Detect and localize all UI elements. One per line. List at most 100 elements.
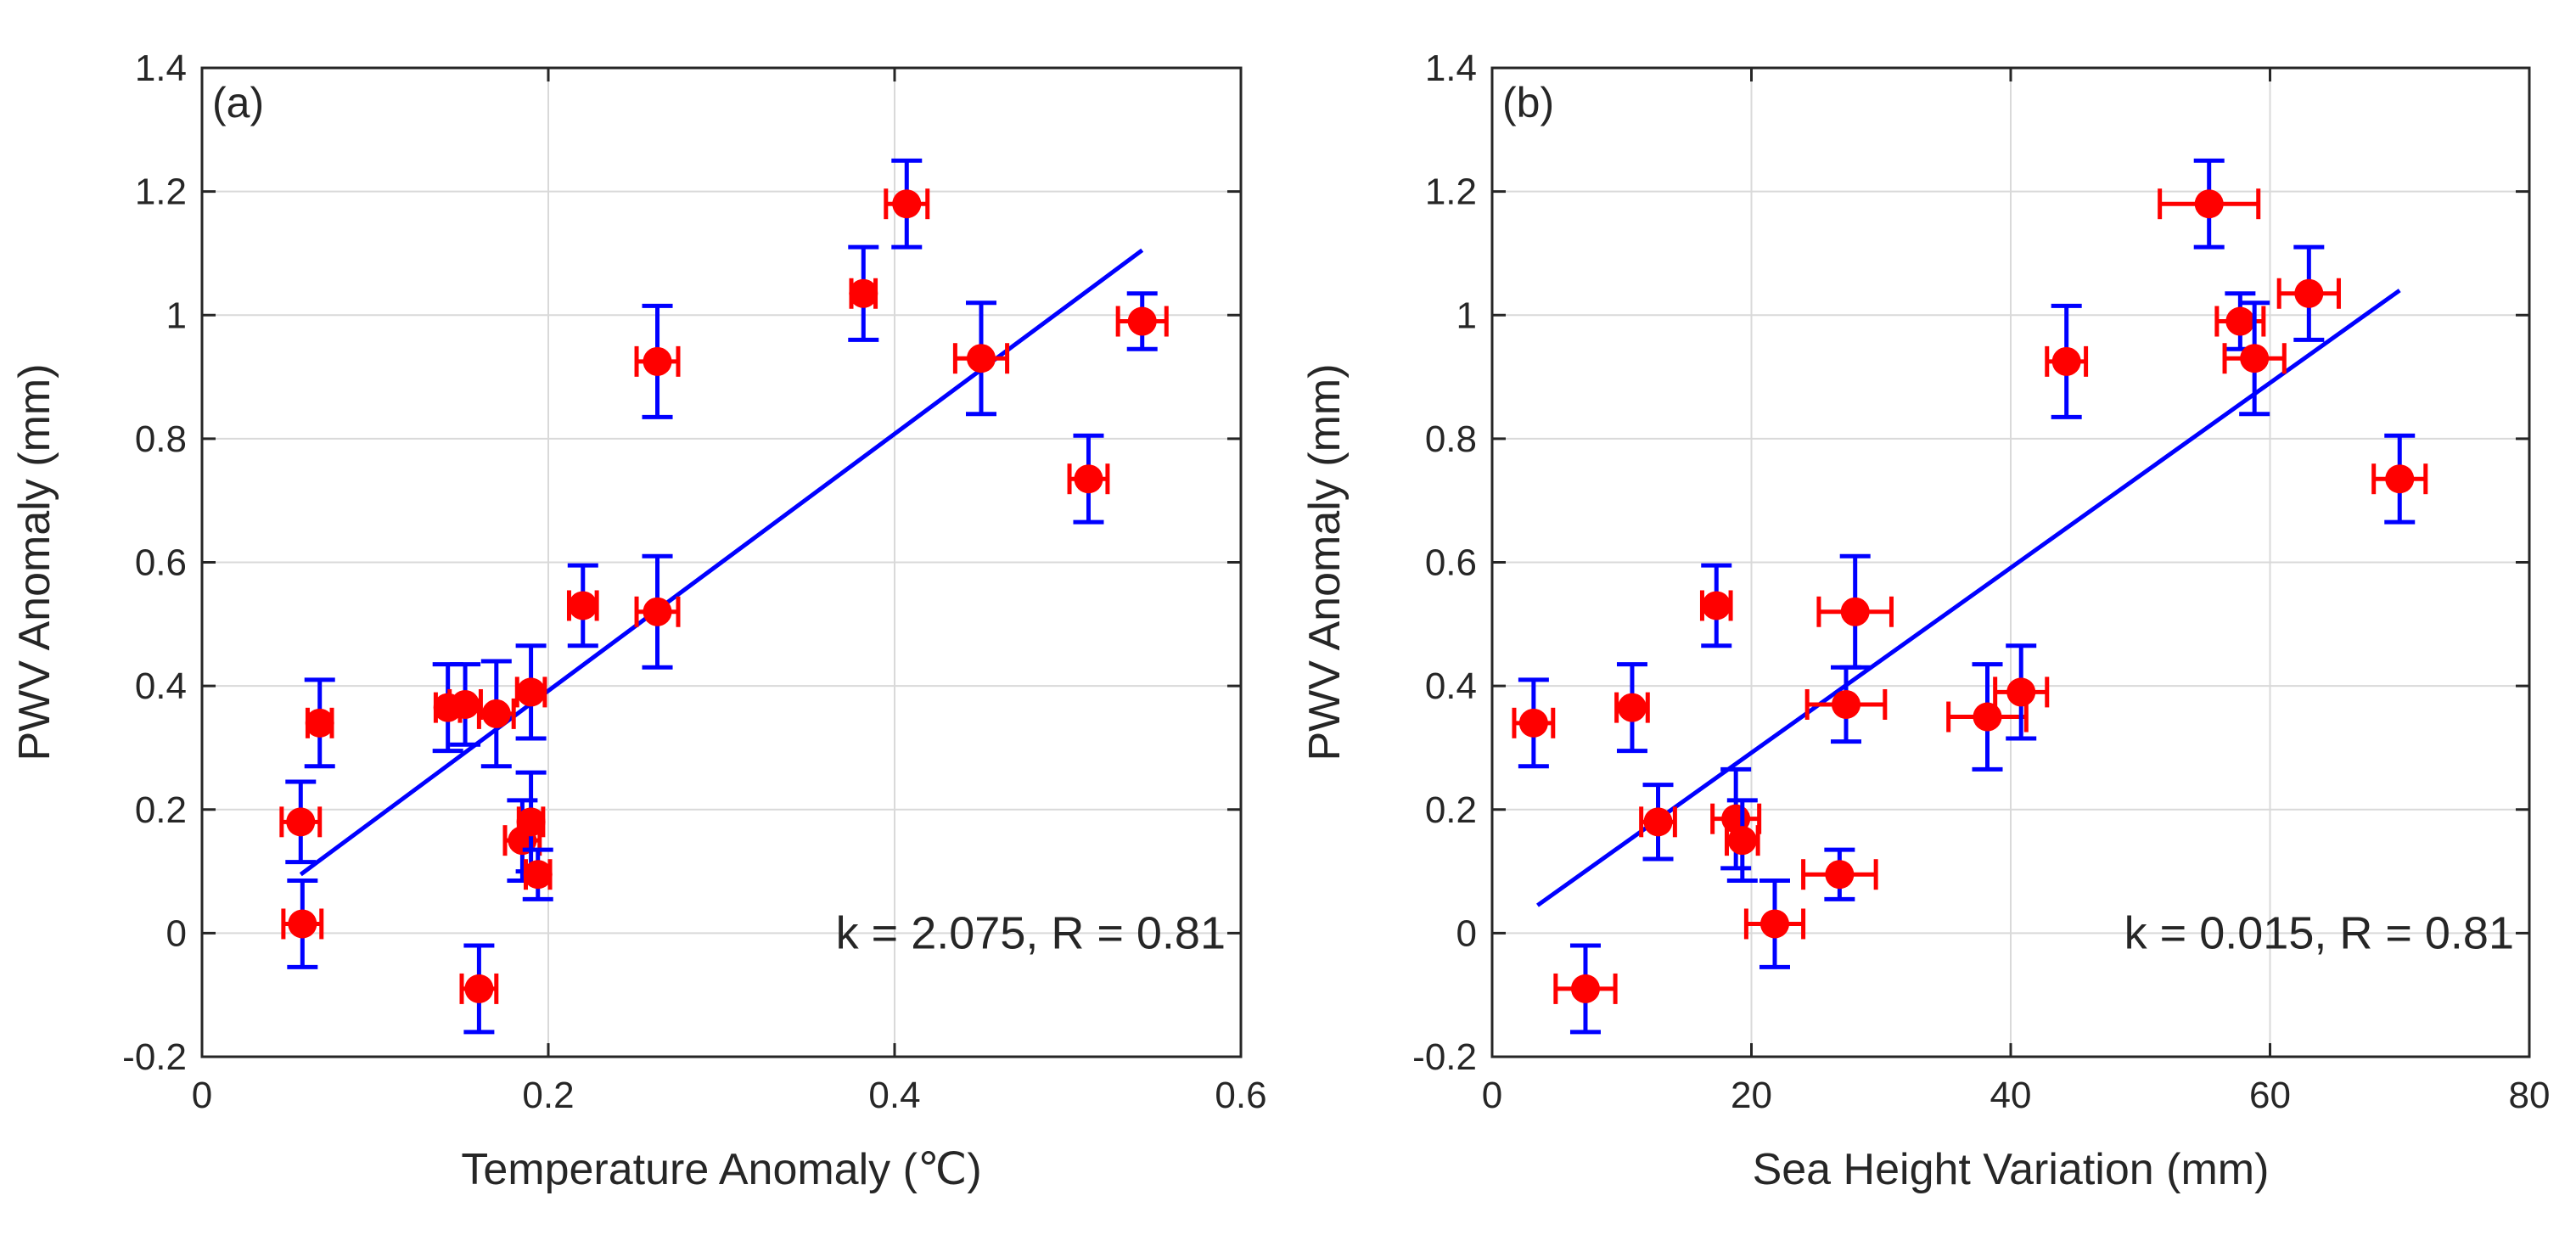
data-point [304, 677, 335, 769]
data-point [1115, 291, 1169, 351]
data-point [634, 553, 681, 670]
y-tick-label: 1 [166, 295, 187, 336]
data-point-marker [305, 708, 334, 738]
data-point [459, 943, 499, 1035]
data-point [884, 158, 930, 250]
data-point [1512, 677, 1556, 769]
panel-label: (b) [1502, 79, 1554, 126]
data-point [1724, 798, 1760, 883]
y-tick-label: 0.2 [135, 789, 187, 831]
regression-line [299, 248, 1144, 877]
data-point-marker [1617, 693, 1647, 722]
data-point-marker [568, 591, 598, 620]
x-tick-label: 40 [1990, 1075, 2032, 1116]
data-point-marker [2194, 189, 2224, 219]
data-point-marker [2294, 278, 2324, 308]
x-tick-label: 80 [2509, 1075, 2551, 1116]
x-axis-label: Sea Height Variation (mm) [1753, 1145, 2270, 1194]
panel-a-temperature: 0 0.2 0.4 0.6-0.200.20.40.60.811.21.4Temper… [10, 48, 1267, 1194]
data-point-marker [1074, 464, 1103, 494]
data-point-marker [892, 189, 922, 219]
data-point [1699, 563, 1733, 648]
data-point [476, 659, 516, 769]
stats-annotation: k = 2.075, R = 0.81 [836, 908, 1226, 959]
data-point [1804, 665, 1888, 744]
y-axis-label: PWV Anomaly (mm) [1300, 363, 1350, 761]
data-point [1067, 433, 1110, 525]
y-axis-label: PWV Anomaly (mm) [10, 363, 59, 761]
data-point-marker [2240, 344, 2270, 373]
data-point-marker [2006, 677, 2036, 707]
data-point-marker [288, 909, 317, 939]
y-tick-label: 0.6 [1425, 542, 1477, 584]
data-point-marker [1973, 702, 2002, 732]
y-tick-label: 0.4 [135, 665, 187, 707]
data-point [447, 662, 483, 747]
data-point-marker [516, 807, 546, 837]
data-point-marker [1518, 708, 1548, 738]
data-point-marker [286, 807, 316, 837]
data-point-marker [1643, 807, 1673, 837]
x-tick-label: 0.4 [868, 1075, 920, 1116]
y-tick-label: 0.8 [1425, 418, 1477, 460]
y-tick-label: 1.4 [1425, 48, 1477, 89]
data-point [2371, 433, 2428, 525]
x-axis-label: Temperature Anomaly (℃) [461, 1145, 981, 1194]
data-point [1801, 847, 1878, 901]
y-tick-label: 0.2 [1425, 789, 1477, 831]
data-point [1639, 783, 1677, 862]
data-point [1553, 943, 1618, 1035]
data-point [1743, 878, 1806, 969]
data-point [634, 303, 681, 419]
data-point-marker [1570, 974, 1600, 1003]
y-tick-label: 1.2 [135, 171, 187, 213]
data-point [2276, 244, 2341, 342]
data-point-marker [967, 344, 996, 373]
data-point [2222, 300, 2287, 417]
data-point-marker [523, 860, 553, 890]
y-tick-label: 0 [166, 912, 187, 954]
data-point-marker [451, 689, 480, 719]
x-tick-label: 60 [2249, 1075, 2291, 1116]
x-tick-label: 0 [1482, 1075, 1502, 1116]
x-tick-label: 0 [192, 1075, 212, 1116]
y-tick-label: 1.4 [135, 48, 187, 89]
data-point [1993, 643, 2050, 741]
data-point [2045, 303, 2089, 419]
data-point-marker [643, 597, 672, 626]
data-point [566, 563, 599, 648]
x-tick-label: 20 [1731, 1075, 1772, 1116]
data-point [281, 878, 324, 969]
data-point-marker [1840, 597, 1870, 626]
data-point-marker [1702, 591, 1731, 620]
x-tick-label: 0.2 [522, 1075, 574, 1116]
stats-annotation: k = 0.015, R = 0.81 [2124, 908, 2514, 959]
data-point-marker [1759, 909, 1789, 939]
panel-label: (a) [212, 79, 264, 126]
y-tick-label: 1 [1456, 295, 1477, 336]
data-point [952, 300, 1010, 417]
data-point-marker [464, 974, 494, 1003]
data-point [2158, 158, 2261, 250]
data-point [1816, 553, 1894, 670]
y-tick-label: -0.2 [1412, 1036, 1477, 1078]
y-tick-label: 0 [1456, 912, 1477, 954]
data-point-marker [849, 278, 878, 308]
y-tick-label: 1.2 [1425, 171, 1477, 213]
data-point-marker [1832, 689, 1861, 719]
data-point [522, 847, 553, 901]
data-point-marker [643, 346, 672, 376]
data-point-marker [2051, 346, 2081, 376]
data-point [1946, 662, 2029, 772]
y-tick-label: 0.4 [1425, 665, 1477, 707]
data-point [514, 643, 547, 741]
data-point-marker [1127, 306, 1157, 336]
y-tick-label: 0.8 [135, 418, 187, 460]
data-point [279, 779, 323, 865]
data-point-marker [481, 699, 511, 728]
data-point-marker [1727, 826, 1757, 856]
x-tick-label: 0.6 [1215, 1075, 1266, 1116]
data-point-marker [516, 677, 546, 707]
